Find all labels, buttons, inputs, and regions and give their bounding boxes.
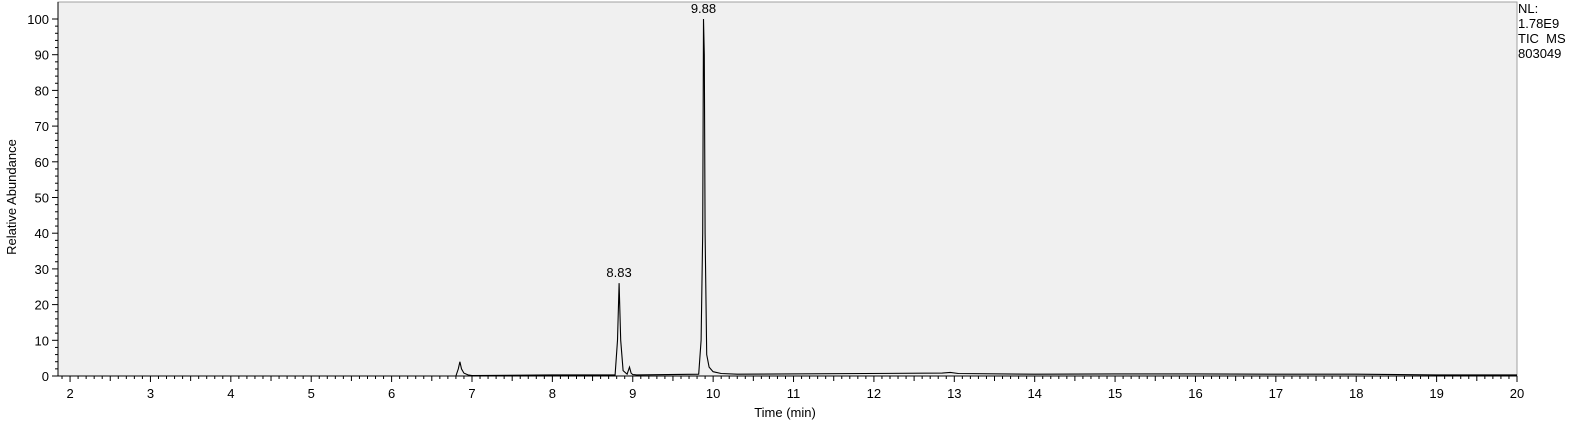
x-tick-label: 20 [1510,386,1524,401]
x-tick-label: 4 [227,386,234,401]
x-tick-label: 7 [468,386,475,401]
peak-labels: 8.83 9.88 [606,1,716,280]
y-tick-label: 20 [35,298,49,313]
y-tick-label: 0 [42,369,49,384]
y-tick-label: 10 [35,333,49,348]
x-tick-label: 18 [1349,386,1363,401]
y-axis-title: Relative Abundance [4,139,19,255]
scan-info: NL: 1.78E9 TIC MS 803049 [1518,1,1566,61]
peak-label: 9.88 [691,1,716,16]
x-tick-label: 19 [1429,386,1443,401]
x-tick-label: 3 [147,386,154,401]
y-tick-label: 80 [35,83,49,98]
sample-id: 803049 [1518,46,1562,61]
y-tick-label: 90 [35,48,49,63]
x-tick-label: 6 [388,386,395,401]
x-tick-label: 8 [549,386,556,401]
x-tick-label: 15 [1108,386,1122,401]
peak-label: 8.83 [606,265,631,280]
x-axis-title: Time (min) [754,405,816,420]
tic-trace [58,18,1517,377]
x-tick-label: 2 [66,386,73,401]
x-tick-label: 5 [308,386,315,401]
x-tick-label: 17 [1269,386,1283,401]
x-tick-label: 11 [787,386,801,401]
axis-tick-labels: 2 3 4 5 6 7 8 9 10 11 12 13 14 15 16 17 18 19 20 0 10 20 30 40 5… [27,12,1524,401]
x-tick-label: 12 [867,386,881,401]
normalization-label: NL: [1518,1,1539,16]
scan-type: TIC MS [1518,31,1566,46]
plot-area [57,1,1518,377]
x-tick-label: 13 [947,386,961,401]
x-tick-label: 16 [1188,386,1202,401]
y-tick-label: 70 [35,119,49,134]
y-tick-label: 60 [35,155,49,170]
y-tick-label: 40 [35,226,49,241]
x-tick-label: 10 [706,386,720,401]
x-tick-label: 9 [629,386,636,401]
y-tick-label: 30 [35,262,49,277]
y-tick-label: 50 [35,191,49,206]
y-tick-label: 100 [27,12,49,27]
normalization-value: 1.78E9 [1518,16,1560,31]
x-tick-label: 14 [1027,386,1041,401]
